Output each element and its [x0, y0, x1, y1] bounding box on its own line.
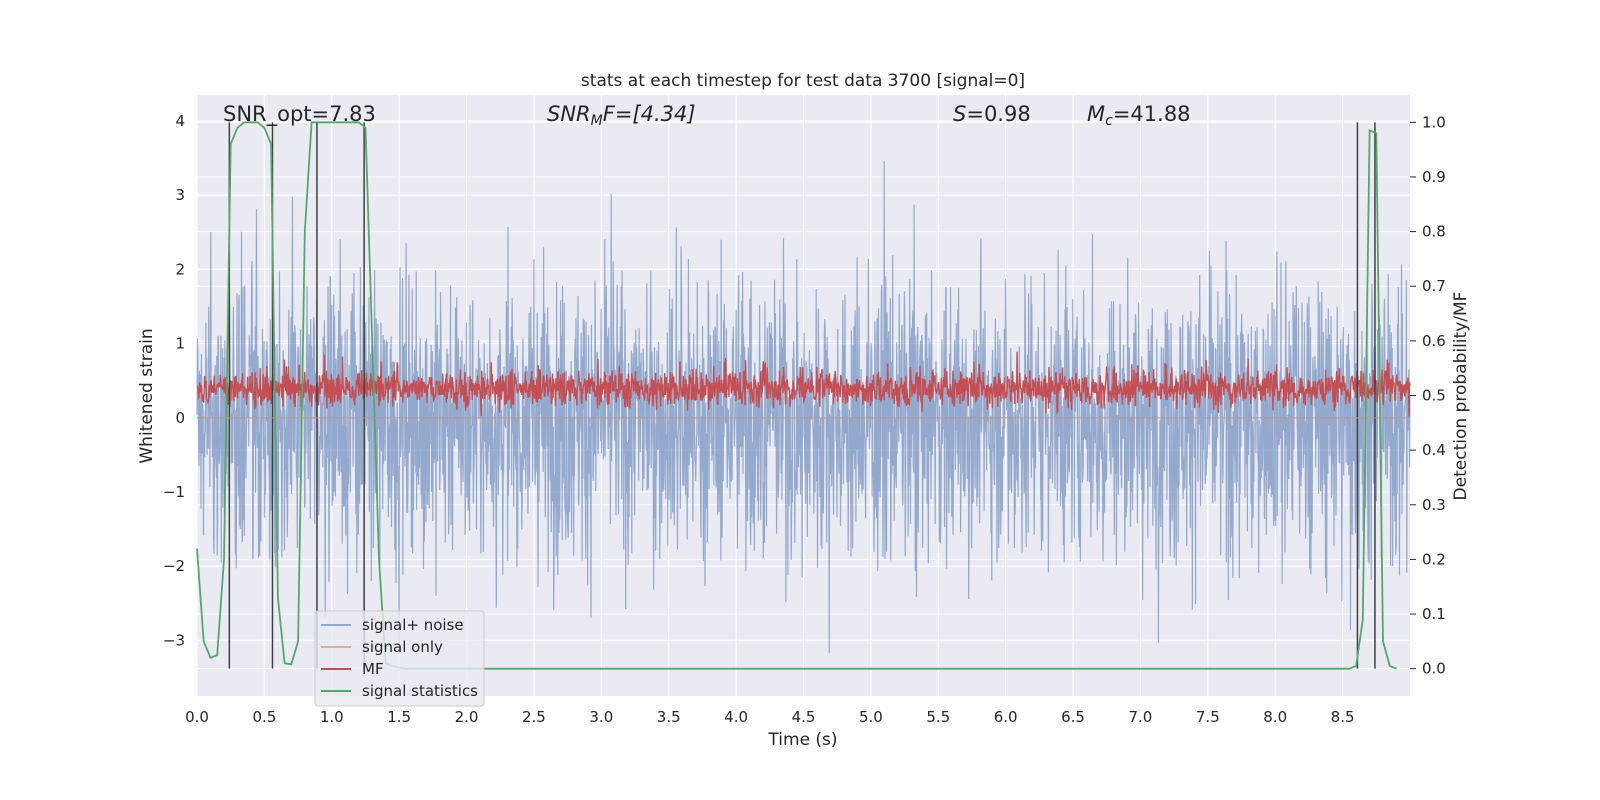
y-tick-labels: −3 −2 −1 0 1 2 3 4 — [163, 112, 185, 649]
legend-label-signal-noise: signal+ noise — [362, 616, 464, 634]
x-tick-label: 6.0 — [994, 708, 1018, 726]
y2-tick-label: 0.6 — [1422, 332, 1446, 350]
y2-tick-label: 0.5 — [1422, 387, 1446, 405]
annotation-snr-mf: SNRMF=[4.34] — [547, 102, 696, 129]
y-tick-label: 2 — [175, 260, 185, 278]
x-tick-label: 0.5 — [252, 708, 276, 726]
y2-tick-label: 0.1 — [1422, 605, 1446, 623]
y2-tick-label: 0.2 — [1422, 550, 1446, 568]
y2-axis-label: Detection probability/MF — [1451, 292, 1471, 501]
x-tick-labels: 0.0 0.5 1.0 1.5 2.0 2.5 3.0 3.5 4.0 4.5 5.0 5.5 6.0 6… — [185, 708, 1354, 726]
signal-statistics-line — [196, 121, 1397, 670]
mc-subscript: c — [1105, 113, 1113, 129]
y2-tick-label: 0.3 — [1422, 496, 1446, 514]
annotation-mc: Mc=41.88 — [1087, 102, 1191, 129]
mc-value: =41.88 — [1113, 102, 1191, 126]
y2-tick-label: 0.0 — [1422, 660, 1446, 678]
x-tick-label: 8.5 — [1331, 708, 1355, 726]
snr-mf-subscript: M — [591, 113, 603, 129]
x-tick-label: 2.0 — [455, 708, 479, 726]
x-tick-label: 3.5 — [657, 708, 681, 726]
y-tick-label: 0 — [175, 409, 185, 427]
x-tick-label: 6.5 — [1061, 708, 1085, 726]
x-tick-label: 2.5 — [522, 708, 546, 726]
legend-label-mf: MF — [362, 660, 384, 678]
snr-mf-label: SNR — [547, 102, 591, 126]
x-tick-label: 5.5 — [926, 708, 950, 726]
y-axis-label: Whitened strain — [137, 328, 157, 463]
legend-label-signal-statistics: signal statistics — [362, 682, 478, 700]
y2-tick-label: 0.8 — [1422, 223, 1446, 241]
y-tick-label: −1 — [163, 483, 185, 501]
chart-title: stats at each timestep for test data 370… — [581, 71, 1025, 91]
series-mf — [196, 351, 1411, 417]
y2-tick-label: 0.7 — [1422, 277, 1446, 295]
y-tick-label: 4 — [175, 112, 185, 130]
x-tick-label: 4.0 — [724, 708, 748, 726]
x-tick-label: 8.0 — [1263, 708, 1287, 726]
x-tick-label: 1.0 — [320, 708, 344, 726]
y-tick-label: −2 — [163, 557, 185, 575]
y-tick-label: 3 — [175, 186, 185, 204]
s-label: S — [953, 102, 966, 126]
y2-tick-labels: 0.0 0.1 0.2 0.3 0.4 0.5 0.6 0.7 0.8 0.9 1.0 — [1410, 113, 1446, 678]
x-axis-label: Time (s) — [767, 730, 837, 750]
y-tick-label: −3 — [163, 631, 185, 649]
x-tick-label: 1.5 — [387, 708, 411, 726]
x-tick-label: 0.0 — [185, 708, 209, 726]
annotation-snr-opt: SNR_opt=7.83 — [223, 102, 376, 127]
snr-mf-value: F=[4.34] — [603, 102, 696, 126]
y2-tick-label: 0.9 — [1422, 168, 1446, 186]
x-tick-label: 5.0 — [859, 708, 883, 726]
legend-label-signal-only: signal only — [362, 638, 443, 656]
legend: signal+ noise signal only MF signal stat… — [314, 610, 485, 707]
s-value: =0.98 — [966, 102, 1030, 126]
mf-line — [196, 351, 1411, 417]
x-tick-label: 4.5 — [792, 708, 816, 726]
x-tick-label: 7.5 — [1196, 708, 1220, 726]
mc-label: M — [1087, 102, 1105, 126]
legend-box — [314, 610, 485, 707]
series-signal-statistics — [196, 121, 1397, 670]
x-tick-label: 3.0 — [589, 708, 613, 726]
annotation-s: S=0.98 — [953, 102, 1031, 126]
x-tick-label: 7.0 — [1129, 708, 1153, 726]
y-tick-label: 1 — [175, 335, 185, 353]
y2-tick-label: 1.0 — [1422, 113, 1446, 131]
y2-tick-label: 0.4 — [1422, 441, 1446, 459]
